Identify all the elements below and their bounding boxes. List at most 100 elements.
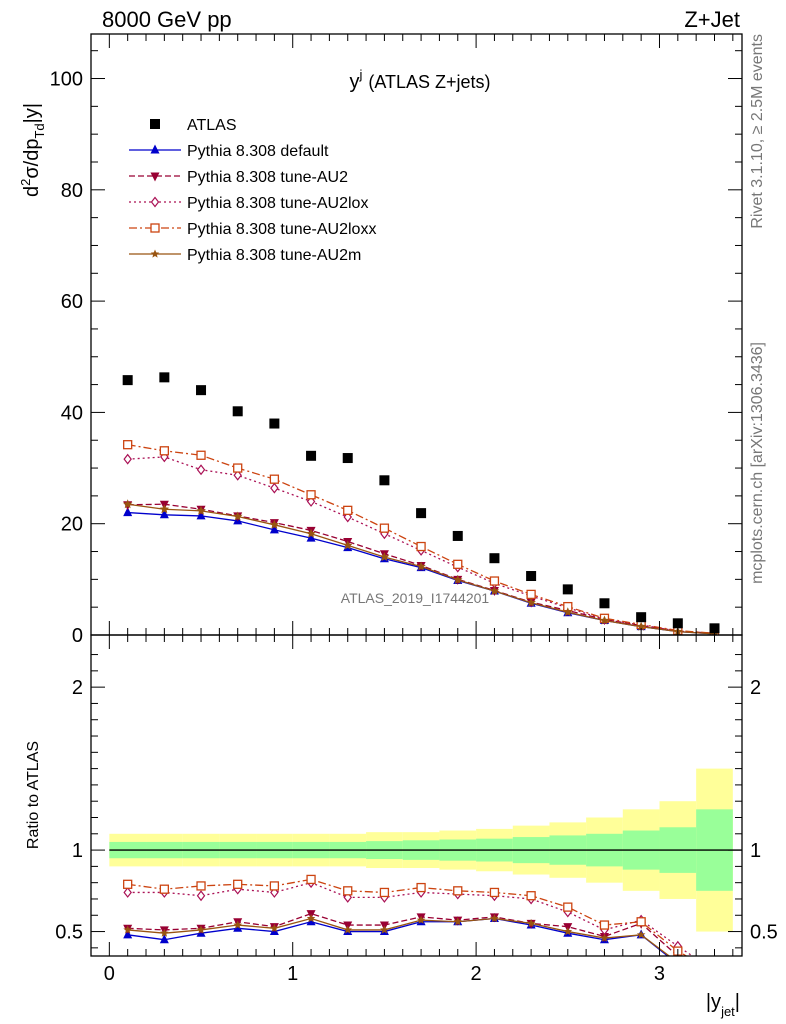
main-point-au2loxx — [379, 523, 390, 533]
ratio-point-au2m — [123, 925, 132, 934]
legend-marker-au2lox — [150, 196, 160, 208]
atlas-point — [489, 553, 500, 564]
legend-marker-au2m — [150, 249, 160, 258]
atlas-point — [379, 475, 390, 486]
ratio-point-au2lox — [196, 890, 206, 902]
ratio-series-line-au2loxx — [127, 878, 688, 956]
main-point-au2loxx — [159, 446, 170, 456]
watermark: ATLAS_2019_I1744201 — [341, 590, 490, 606]
ratio-point-au2lox — [711, 966, 718, 975]
ratio-point-au2loxx — [306, 874, 316, 885]
ratio-point-au2m — [563, 927, 573, 936]
ratio-point-au2m — [306, 914, 316, 923]
main-point-au2m — [343, 540, 353, 550]
ratio-ytick-label-right: 0.5 — [750, 922, 778, 944]
legend-marker-atlas — [150, 119, 160, 129]
header-left: 8000 GeV pp — [102, 7, 232, 32]
ratio-point-default — [159, 934, 169, 944]
atlas-point — [672, 618, 683, 629]
legend-item-au2m: Pythia 8.308 tune-AU2m — [129, 247, 361, 264]
ratio-point-default — [233, 922, 243, 932]
ratio-point-au2loxx — [453, 886, 463, 896]
main-point-default — [123, 507, 133, 517]
ratio-ylabel: Ratio to ATLAS — [25, 741, 42, 849]
ratio-point-au2m — [526, 918, 536, 928]
ratio-point-default — [123, 929, 133, 939]
legend-item-default: Pythia 8.308 default — [129, 143, 329, 160]
ratio-point-au2m — [160, 928, 169, 937]
ratio-ytick-label: 2 — [72, 677, 83, 699]
legend-item-atlas: ATLAS — [150, 117, 237, 134]
atlas-point — [232, 406, 243, 417]
main-point-au2m — [489, 586, 500, 596]
ratio-xtick-label: 3 — [654, 963, 665, 985]
atlas-point — [562, 584, 573, 595]
ratio-point-au2m — [343, 925, 352, 934]
side-text-top: Rivet 3.1.10, ≥ 2.5M events — [749, 34, 766, 229]
atlas-point — [269, 418, 280, 429]
plot-title-main: y — [349, 71, 359, 93]
main-point-au2loxx — [233, 463, 243, 473]
ratio-point-au2m — [233, 920, 242, 929]
ratio-point-au2 — [710, 974, 719, 983]
main-point-au2m — [636, 621, 646, 631]
main-point-au2loxx — [123, 440, 133, 450]
ratio-point-au2m — [636, 930, 646, 939]
main-point-au2m — [306, 528, 316, 538]
plot-title-rest: (ATLAS Z+jets) — [368, 72, 490, 92]
legend-label: Pythia 8.308 tune-AU2loxx — [187, 221, 376, 238]
legend-label: Pythia 8.308 tune-AU2lox — [187, 195, 368, 212]
ratio-plot: 0.5 0.5 1 1 2 2 0 1 2 3 — [55, 634, 778, 987]
ratio-point-default — [306, 916, 316, 926]
main-series-line-default — [127, 511, 715, 635]
legend-label: Pythia 8.308 default — [187, 143, 329, 160]
ratio-point-au2loxx — [159, 884, 170, 894]
ratio-point-au2loxx — [123, 879, 133, 889]
ratio-point-au2loxx — [710, 968, 718, 976]
ratio-point-default — [710, 978, 719, 987]
header-right: Z+Jet — [684, 7, 740, 32]
legend-marker-au2loxx — [150, 223, 160, 233]
ratio-point-au2loxx — [269, 881, 280, 891]
main-point-au2m — [196, 505, 206, 515]
ratio-ytick-label-right: 2 — [750, 677, 761, 699]
atlas-point — [196, 385, 207, 396]
main-ytick-label: 60 — [61, 291, 83, 313]
main-point-au2m — [269, 519, 280, 529]
main-ytick-label: 0 — [72, 625, 83, 647]
main-point-au2m — [159, 504, 170, 514]
ratio-point-au2m — [416, 915, 426, 924]
main-point-au2loxx — [416, 541, 426, 552]
ratio-xtick-label: 0 — [104, 963, 115, 985]
ratio-point-au2loxx — [563, 902, 573, 912]
legend-marker-au2 — [150, 172, 160, 182]
main-point-au2m — [563, 607, 573, 617]
plot-title-sup: j — [358, 67, 362, 82]
legend-item-au2lox: Pythia 8.308 tune-AU2lox — [129, 195, 368, 212]
main-point-au2lox — [233, 469, 242, 481]
plot-title: yj (ATLAS Z+jets) — [349, 67, 490, 93]
ratio-point-au2m — [196, 925, 206, 934]
main-ytick-label: 20 — [61, 514, 83, 536]
atlas-point — [342, 453, 353, 464]
svg-text:d2σ/dpTd|y|: d2σ/dpTd|y| — [18, 103, 47, 197]
main-point-au2loxx — [196, 450, 206, 460]
ratio-ytick-label-right: 1 — [750, 840, 761, 862]
ratio-point-au2loxx — [599, 920, 610, 930]
ratio-point-au2m — [674, 958, 683, 966]
legend-marker-default — [150, 144, 160, 154]
xlabel: |yjet| — [706, 991, 740, 1019]
main-point-default — [269, 524, 279, 534]
legend-item-au2loxx: Pythia 8.308 tune-AU2loxx — [129, 221, 376, 238]
main-point-au2loxx — [343, 505, 353, 515]
ratio-point-au2loxx — [233, 879, 243, 889]
ratio-xtick-label: 2 — [471, 963, 482, 985]
atlas-point — [159, 372, 170, 383]
ratio-ytick-label: 1 — [72, 840, 83, 862]
legend-label: Pythia 8.308 tune-AU2m — [187, 247, 361, 264]
main-point-au2m — [453, 574, 463, 584]
main-point-au2m — [232, 511, 243, 521]
ratio-point-au2m — [380, 925, 389, 934]
ratio-point-default — [673, 959, 682, 968]
